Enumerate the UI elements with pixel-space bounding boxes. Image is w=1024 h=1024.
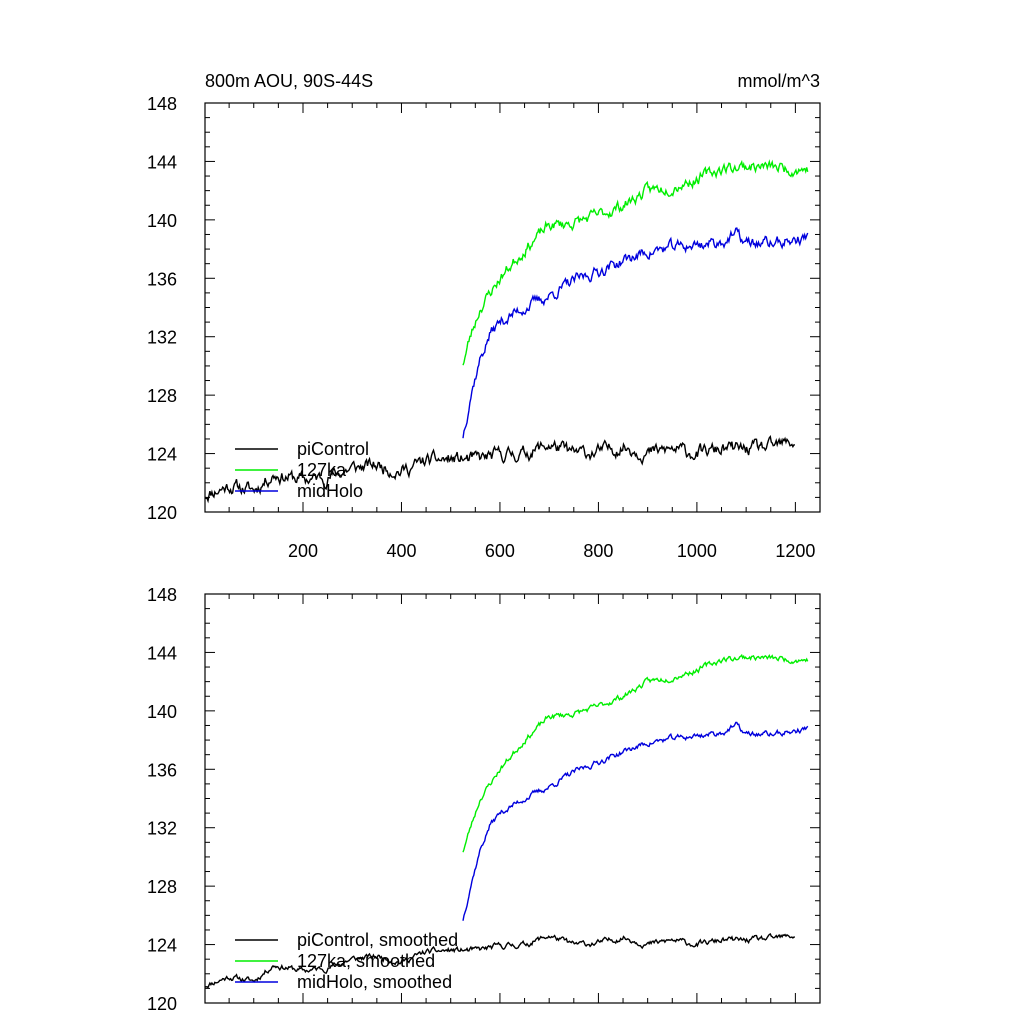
panel-bottom: 120 124 128 132 136 140 144 148 piControl, smoot…: [147, 585, 821, 1014]
y-tick-label: 144: [147, 643, 177, 663]
y-tick-label: 124: [147, 445, 177, 465]
series-line-picontrol-smoothed: [204, 933, 795, 989]
panel-top: 200 400 600 800 1000 1200 120 124 128 132 136 140 14…: [147, 94, 821, 561]
y-tick-label: 136: [147, 760, 177, 780]
legend-label: 127ka, smoothed: [297, 951, 435, 971]
series-line-127ka: [462, 159, 809, 366]
x-tick-label: 600: [485, 541, 515, 561]
y-tick-label: 120: [147, 503, 177, 523]
legend-label: piControl: [297, 439, 369, 459]
figure-units: mmol/m^3: [738, 71, 820, 91]
y-tick-label: 140: [147, 211, 177, 231]
y-tick-label: 128: [147, 386, 177, 406]
x-tick-label: 800: [583, 541, 613, 561]
y-tick-label: 140: [147, 702, 177, 722]
legend-label: 127ka: [297, 460, 347, 480]
y-tick-label: 132: [147, 328, 177, 348]
y-tick-label: 144: [147, 152, 177, 172]
x-tick-label: 1200: [775, 541, 815, 561]
y-tick-label: 132: [147, 819, 177, 839]
series-line-midholo-smoothed: [462, 721, 809, 921]
y-tick-label: 148: [147, 585, 177, 605]
series-line-127ka-smoothed: [462, 653, 809, 853]
y-tick-label: 120: [147, 994, 177, 1014]
x-tick-label: 200: [288, 541, 318, 561]
y-tick-label: 136: [147, 269, 177, 289]
x-tick-label: 400: [386, 541, 416, 561]
x-tick-label: 1000: [677, 541, 717, 561]
legend-label: midHolo, smoothed: [297, 972, 452, 992]
y-tick-label: 128: [147, 877, 177, 897]
series-line-picontrol: [204, 435, 795, 504]
series-line-midholo: [462, 227, 809, 439]
legend-label: midHolo: [297, 481, 363, 501]
y-tick-label: 124: [147, 936, 177, 956]
y-tick-label: 148: [147, 94, 177, 114]
legend-label: piControl, smoothed: [297, 930, 458, 950]
figure-title: 800m AOU, 90S-44S: [205, 71, 373, 91]
